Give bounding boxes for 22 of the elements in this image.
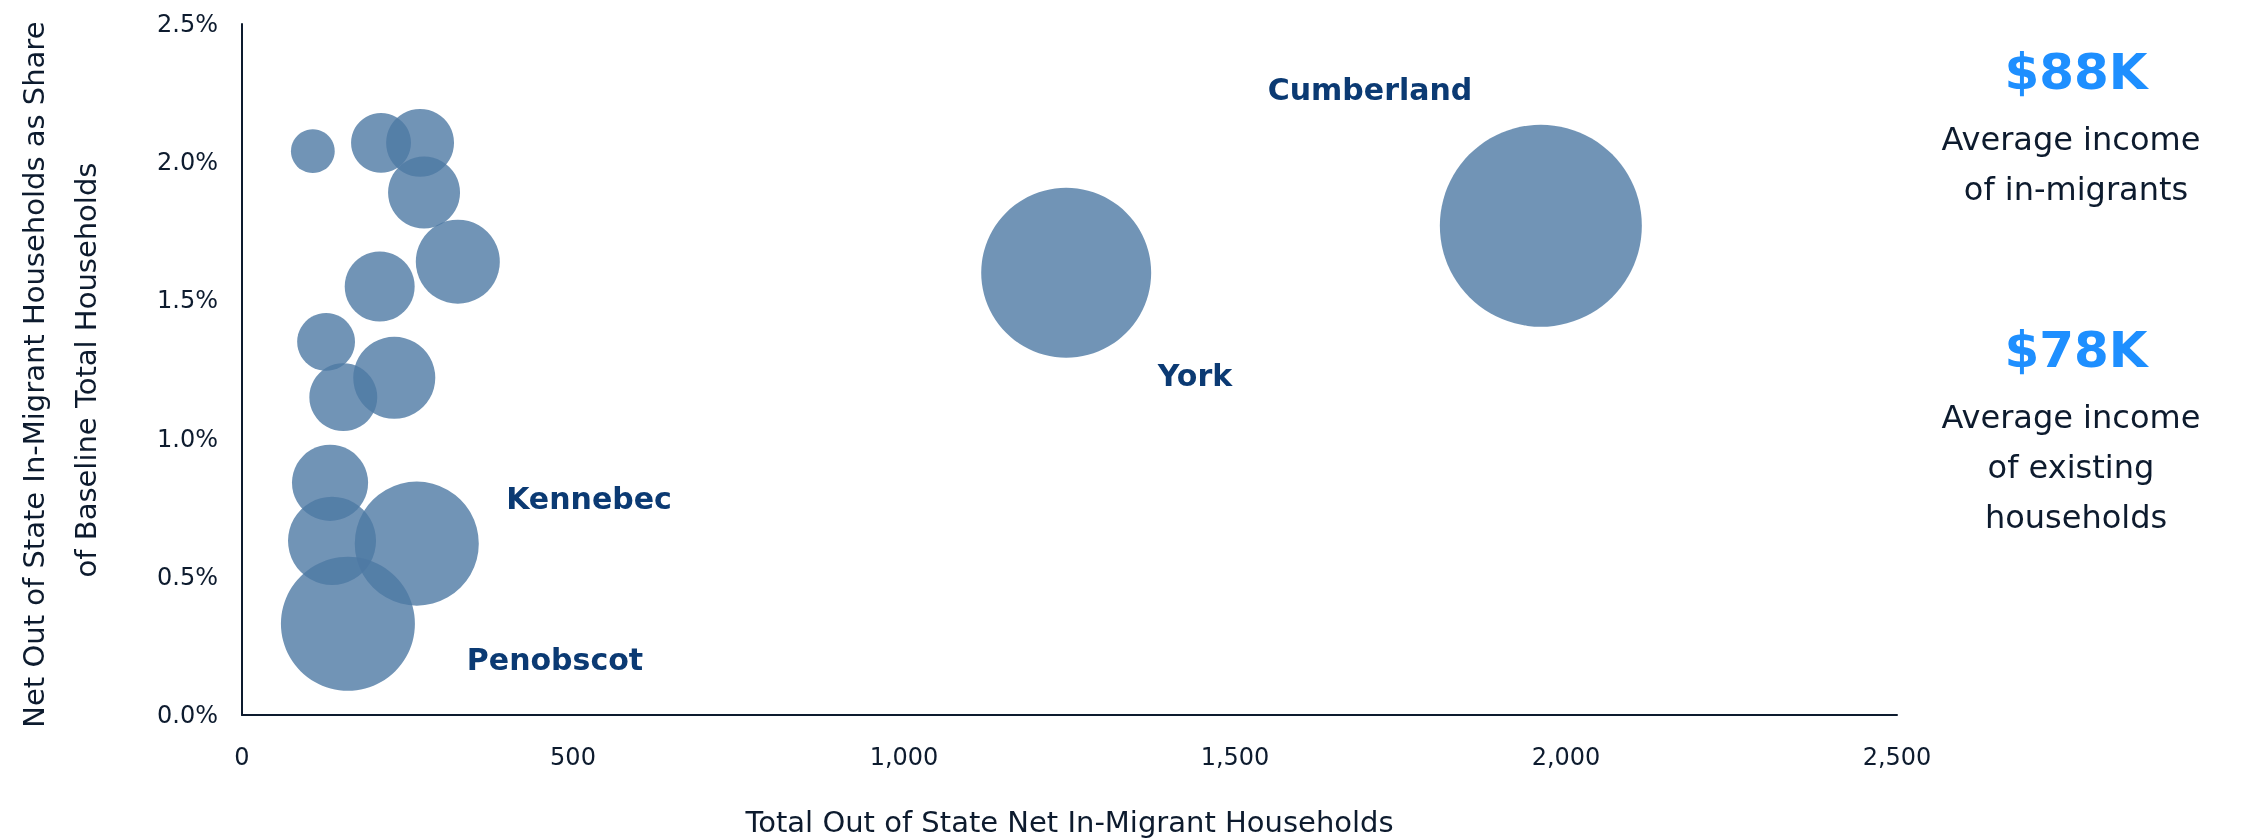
y-tick-label: 0.5% bbox=[157, 562, 218, 591]
x-tick-label: 2,500 bbox=[1862, 743, 1932, 771]
annotation: Penobscot bbox=[466, 641, 644, 677]
text: Average income of in-migrants bbox=[1941, 120, 2211, 208]
x-tick-label: 1,000 bbox=[869, 743, 939, 771]
annotation: York bbox=[1156, 357, 1234, 393]
text: $88K bbox=[2004, 43, 2150, 101]
x-tick-label: 2,000 bbox=[1531, 743, 1601, 771]
y-tick-label: 1.0% bbox=[157, 424, 218, 453]
y-tick-label: 1.5% bbox=[157, 286, 218, 315]
y-tick-label: 2.5% bbox=[157, 10, 218, 38]
y-tick-label: 0.0% bbox=[157, 701, 218, 729]
text: Average income of existing households bbox=[1941, 398, 2211, 536]
x-tick-label: 1,500 bbox=[1200, 743, 1270, 771]
x-axis-title: Total Out of State Net In-Migrant Households bbox=[744, 804, 1394, 839]
annotation: Kennebec bbox=[506, 480, 672, 516]
annotation: Cumberland bbox=[1267, 71, 1473, 107]
x-tick-label: 0 bbox=[234, 743, 250, 771]
x-tick-label: 500 bbox=[550, 743, 596, 771]
text: $78K bbox=[2004, 321, 2150, 379]
y-axis-title: Net Out of State In-Migrant Households as Share of Baseline Total Households bbox=[17, 12, 103, 728]
y-tick-label: 2.0% bbox=[157, 148, 218, 177]
